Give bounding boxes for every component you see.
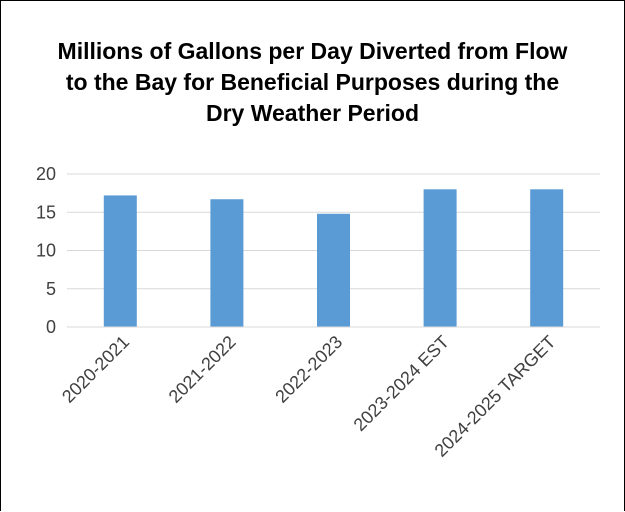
- x-tick-label: 2023-2024 EST: [350, 332, 453, 435]
- x-tick-label: 2022-2023: [271, 332, 346, 407]
- x-tick-label: 2021-2022: [165, 332, 240, 407]
- x-tick-label: 2020-2021: [58, 332, 133, 407]
- bar-2024-2025-target: [530, 189, 564, 327]
- y-tick-label: 20: [36, 164, 56, 184]
- y-tick-label: 5: [46, 279, 56, 299]
- x-axis-ticks: 2020-2021 2021-2022 2022-2023 2023-2024 EST…: [58, 332, 559, 461]
- bars: [103, 189, 564, 327]
- chart-title: Millions of Gallons per Day Diverted fro…: [20, 36, 605, 129]
- chart-title-line-3: Dry Weather Period: [205, 100, 420, 126]
- y-tick-label: 15: [36, 202, 56, 222]
- chart-title-line-2: to the Bay for Beneficial Purposes durin…: [65, 69, 560, 95]
- chart-title-line-1: Millions of Gallons per Day Diverted fro…: [57, 38, 568, 64]
- y-axis-ticks: 0 5 10 15 20: [36, 164, 56, 337]
- bar-2023-2024-est: [423, 189, 457, 327]
- bar-2022-2023: [317, 213, 350, 327]
- y-tick-label: 0: [46, 317, 56, 337]
- bar-2020-2021: [103, 195, 137, 327]
- bar-2021-2022: [210, 199, 244, 327]
- x-tick-label: 2024-2025 TARGET: [431, 332, 560, 461]
- y-tick-label: 10: [36, 241, 56, 261]
